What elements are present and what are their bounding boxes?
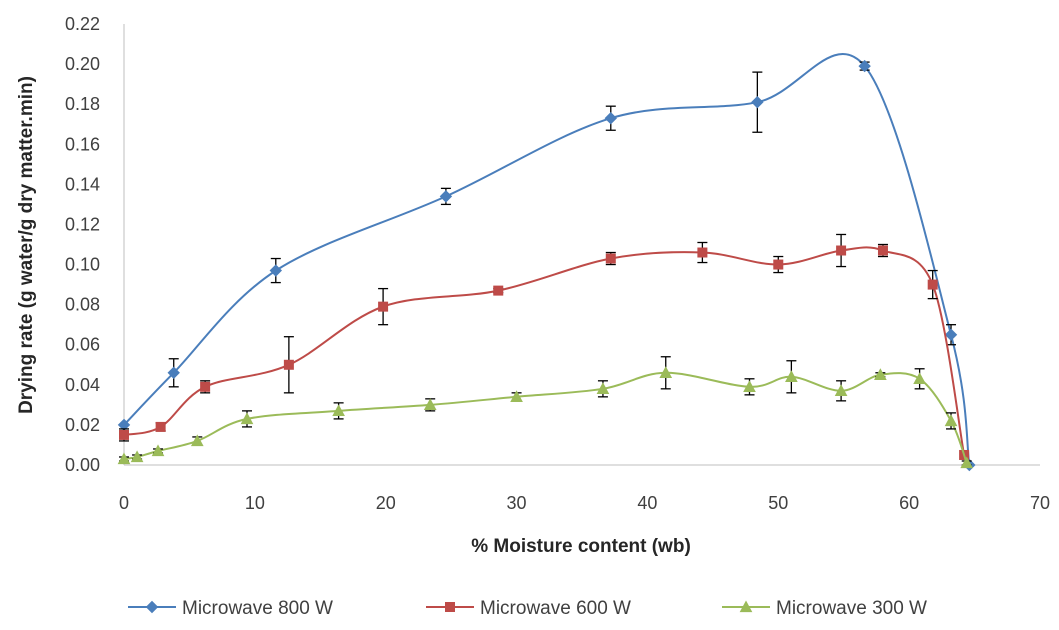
- data-point: [493, 285, 504, 296]
- y-tick-label: 0.00: [65, 455, 100, 475]
- data-point: [167, 366, 180, 379]
- y-tick-label: 0.14: [65, 174, 100, 194]
- data-point: [773, 259, 784, 270]
- series-microwave-800-w: [117, 53, 976, 472]
- y-tick-label: 0.22: [65, 14, 100, 34]
- series-microwave-600-w: [119, 233, 970, 460]
- y-tick-label: 0.12: [65, 214, 100, 234]
- data-point: [877, 245, 888, 256]
- y-tick-label: 0.16: [65, 134, 100, 154]
- x-tick-label: 20: [376, 493, 396, 513]
- data-point: [200, 381, 211, 392]
- data-point: [283, 359, 294, 370]
- legend-item: Microwave 600 W: [426, 598, 631, 619]
- data-point: [119, 429, 129, 440]
- legend-marker: [145, 600, 159, 614]
- x-axis-ticks: 0 10 20 30 40 50 60 70: [119, 493, 1050, 513]
- legend-label: Microwave 600 W: [480, 598, 631, 619]
- plot-area: [123, 24, 1040, 466]
- data-point: [117, 452, 131, 465]
- data-point: [151, 444, 165, 457]
- legend-label: Microwave 800 W: [182, 598, 333, 619]
- data-point: [874, 368, 887, 380]
- data-point: [332, 404, 345, 417]
- y-tick-label: 0.02: [65, 415, 100, 435]
- x-tick-label: 30: [507, 493, 527, 513]
- data-point: [190, 434, 204, 447]
- legend-marker: [739, 600, 753, 613]
- data-point: [378, 301, 389, 312]
- data-point: [659, 366, 673, 378]
- data-point: [913, 372, 926, 384]
- x-axis-title: % Moisture content (wb): [471, 536, 691, 557]
- data-point: [927, 279, 938, 290]
- data-point: [240, 412, 254, 425]
- legend-item: Microwave 800 W: [128, 598, 333, 619]
- data-point: [155, 421, 166, 432]
- data-point: [751, 95, 764, 109]
- x-tick-label: 70: [1030, 493, 1050, 513]
- y-tick-label: 0.10: [65, 255, 100, 275]
- data-point: [944, 414, 958, 427]
- data-point: [785, 370, 798, 382]
- data-point: [130, 450, 144, 463]
- data-point: [510, 390, 523, 403]
- legend: Microwave 800 W Microwave 600 W Microwave …: [128, 598, 927, 619]
- legend-label: Microwave 300 W: [776, 598, 927, 619]
- data-point: [858, 59, 871, 73]
- data-point: [596, 382, 610, 395]
- series-microwave-300-w: [117, 356, 974, 469]
- series-layer: [117, 53, 976, 472]
- x-tick-label: 60: [899, 493, 919, 513]
- data-point: [697, 247, 708, 258]
- y-tick-label: 0.06: [65, 335, 100, 355]
- y-axis-ticks: 0.00 0.02 0.04 0.06 0.08 0.10 0.12 0.14 0.16 0.18…: [65, 14, 100, 475]
- data-point: [423, 398, 437, 411]
- y-tick-label: 0.08: [65, 295, 100, 315]
- series-line: [123, 53, 971, 466]
- data-point: [604, 112, 617, 125]
- y-axis-title: Drying rate (g water/g dry matter.min): [16, 76, 37, 414]
- legend-marker: [445, 602, 455, 612]
- legend-item: Microwave 300 W: [722, 598, 927, 619]
- y-tick-label: 0.04: [65, 375, 100, 395]
- data-point: [944, 328, 958, 341]
- x-tick-label: 10: [245, 493, 265, 513]
- data-point: [605, 253, 616, 264]
- data-point: [743, 380, 756, 392]
- data-point: [960, 456, 974, 469]
- y-tick-label: 0.18: [65, 94, 100, 114]
- x-tick-label: 0: [119, 493, 129, 513]
- x-tick-label: 40: [637, 493, 657, 513]
- y-tick-label: 0.20: [65, 54, 100, 74]
- data-point: [834, 384, 848, 397]
- data-point: [836, 245, 847, 256]
- data-point: [269, 264, 283, 277]
- data-point: [439, 190, 453, 203]
- x-tick-label: 50: [768, 493, 788, 513]
